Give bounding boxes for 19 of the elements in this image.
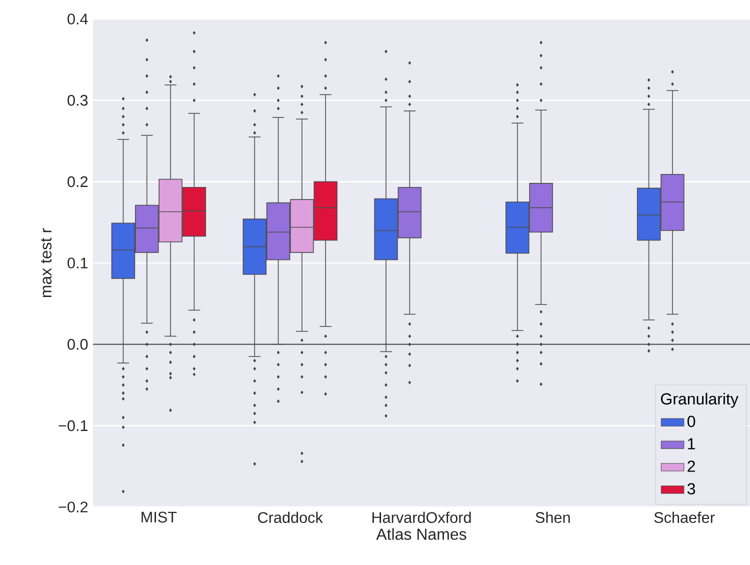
- y-tick-label: 0.4: [68, 14, 88, 24]
- x-tick-label: MIST: [142, 512, 177, 523]
- x-tick-label: Craddock: [258, 512, 323, 523]
- legend-title: Granularity: [660, 392, 738, 408]
- x-tick-label: HarvardOxford: [372, 512, 471, 523]
- y-tick-label: 0.0: [68, 338, 88, 350]
- legend-label: 1: [688, 438, 695, 450]
- x-tick-label: Shen: [536, 512, 570, 523]
- y-tick-label: 0.3: [68, 94, 88, 106]
- legend-label: 0: [687, 416, 696, 428]
- y-tick-label: 0.2: [68, 176, 88, 188]
- y-axis-title: max test r: [41, 228, 52, 298]
- x-axis-title: Atlas Names: [376, 528, 466, 540]
- y-tick-label: −0.2: [58, 502, 88, 512]
- legend-label: 2: [688, 460, 695, 472]
- y-tick-label: −0.1: [58, 420, 88, 432]
- x-tick-label: Schaefer: [654, 512, 715, 523]
- y-tick-label: 0.1: [68, 258, 88, 268]
- legend-label: 3: [687, 483, 696, 494]
